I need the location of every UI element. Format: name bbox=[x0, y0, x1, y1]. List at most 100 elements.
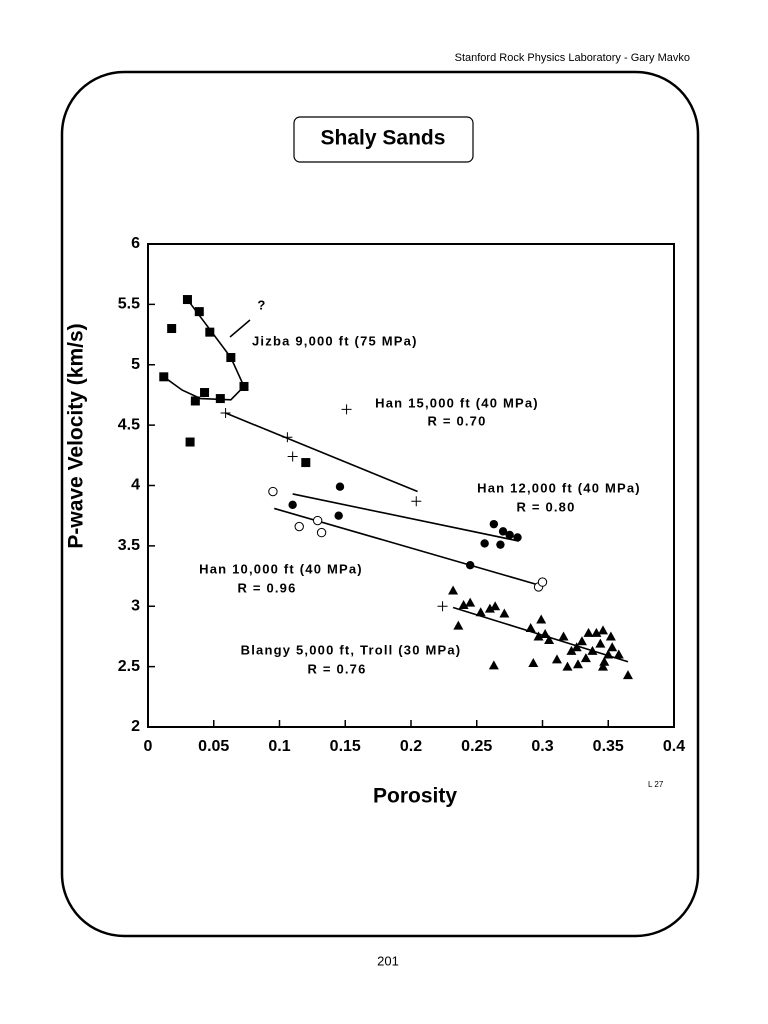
square-point bbox=[301, 458, 311, 468]
triangle-point bbox=[540, 629, 551, 639]
filled-circle-point bbox=[288, 500, 297, 510]
triangle-point bbox=[528, 658, 539, 668]
header: Stanford Rock Physics Laboratory - Gary … bbox=[455, 52, 690, 64]
triangle-point bbox=[490, 601, 501, 611]
square-point bbox=[200, 388, 210, 398]
square-point bbox=[239, 381, 249, 391]
triangle-point bbox=[622, 670, 633, 680]
triangle-point bbox=[597, 625, 608, 635]
plus-point bbox=[287, 451, 298, 462]
triangle-point bbox=[465, 597, 476, 607]
square-point bbox=[182, 295, 192, 305]
x-tick-label: 0.15 bbox=[330, 738, 361, 755]
filled-circle-point bbox=[496, 540, 505, 549]
x-tick-label: 0.2 bbox=[400, 738, 422, 755]
triangle-point bbox=[536, 614, 547, 624]
annotation: R = 0.70 bbox=[427, 413, 486, 428]
page-number: 201 bbox=[377, 953, 399, 968]
square-point bbox=[185, 437, 195, 447]
annotation: Han 10,000 ft (40 MPa) bbox=[199, 561, 363, 576]
annotation: R = 0.80 bbox=[516, 499, 575, 514]
plus-point bbox=[437, 601, 448, 612]
triangle-point bbox=[525, 622, 536, 632]
square-point bbox=[226, 353, 236, 363]
triangle-point bbox=[566, 645, 577, 655]
y-axis-label: P-wave Velocity (km/s) bbox=[65, 323, 88, 548]
triangle-point bbox=[562, 661, 573, 671]
x-tick-label: 0.25 bbox=[461, 738, 492, 755]
plus-point bbox=[411, 496, 422, 507]
triangle-point bbox=[587, 645, 598, 655]
annotation: R = 0.96 bbox=[237, 580, 296, 595]
filled-circle-point bbox=[334, 511, 343, 520]
y-tick-label: 4 bbox=[131, 477, 140, 494]
triangle-point bbox=[475, 607, 486, 617]
triangle-point bbox=[484, 603, 495, 613]
y-tick-label: 6 bbox=[131, 235, 140, 252]
open-circle-point bbox=[316, 527, 327, 538]
x-tick-label: 0.3 bbox=[531, 738, 553, 755]
triangle-point bbox=[576, 636, 587, 646]
y-tick-label: 5.5 bbox=[118, 296, 140, 313]
y-tick-label: 2 bbox=[131, 718, 140, 735]
y-tick-label: 2.5 bbox=[118, 658, 140, 675]
x-tick-label: 0 bbox=[144, 738, 153, 755]
triangle-point bbox=[533, 631, 544, 641]
open-circle-point bbox=[312, 515, 323, 526]
triangle-point bbox=[573, 659, 584, 669]
square-point bbox=[205, 327, 215, 337]
filled-circle-point bbox=[465, 560, 475, 570]
plus-point bbox=[282, 432, 293, 443]
filled-circle-point bbox=[489, 519, 499, 529]
triangle-point bbox=[551, 654, 562, 664]
filled-circle-point bbox=[498, 527, 508, 536]
annotation: ? bbox=[257, 297, 266, 312]
trend-line bbox=[292, 493, 519, 542]
plus-point bbox=[341, 404, 352, 415]
triangle-point bbox=[583, 627, 594, 637]
question-pointer bbox=[229, 319, 251, 338]
y-tick-label: 5 bbox=[131, 356, 140, 373]
note: L 27 bbox=[648, 780, 664, 789]
triangle-point bbox=[558, 631, 569, 641]
annotation: Han 15,000 ft (40 MPa) bbox=[375, 395, 539, 410]
plus-point bbox=[220, 408, 231, 419]
open-circle-point bbox=[537, 577, 548, 587]
triangle-point bbox=[597, 661, 608, 671]
open-circle-point bbox=[294, 521, 304, 532]
triangle-point bbox=[599, 656, 610, 666]
triangle-point bbox=[499, 608, 510, 618]
trend-line bbox=[452, 606, 629, 663]
triangle-point bbox=[603, 649, 614, 659]
x-tick-label: 0.35 bbox=[593, 738, 624, 755]
annotation: R = 0.76 bbox=[307, 661, 366, 676]
square-point bbox=[167, 324, 177, 334]
square-point bbox=[159, 372, 169, 382]
triangle-point bbox=[458, 600, 469, 610]
y-tick-label: 4.5 bbox=[118, 416, 140, 433]
trend-line bbox=[225, 412, 418, 493]
filled-circle-point bbox=[505, 530, 514, 540]
title-box bbox=[293, 116, 474, 163]
filled-circle-point bbox=[480, 539, 489, 548]
triangle-point bbox=[571, 642, 582, 652]
filled-circle-point bbox=[335, 482, 345, 491]
triangle-point bbox=[607, 642, 618, 652]
open-circle-point bbox=[268, 486, 278, 497]
triangle-point bbox=[544, 635, 555, 645]
y-tick-label: 3.5 bbox=[118, 537, 140, 554]
triangle-point bbox=[613, 649, 624, 659]
triangle-point bbox=[453, 620, 464, 630]
square-point bbox=[190, 396, 200, 406]
triangle-point bbox=[605, 631, 616, 641]
triangle-point bbox=[591, 627, 602, 637]
x-tick-label: 0.1 bbox=[268, 738, 290, 755]
chart-title: Shaly Sands bbox=[321, 127, 446, 150]
triangle-point bbox=[448, 585, 459, 595]
triangle-point bbox=[580, 653, 591, 663]
x-axis-label: Porosity bbox=[373, 785, 457, 808]
annotation: Blangy 5,000 ft, Troll (30 MPa) bbox=[241, 642, 462, 657]
frame bbox=[60, 70, 700, 938]
square-point bbox=[194, 307, 204, 317]
